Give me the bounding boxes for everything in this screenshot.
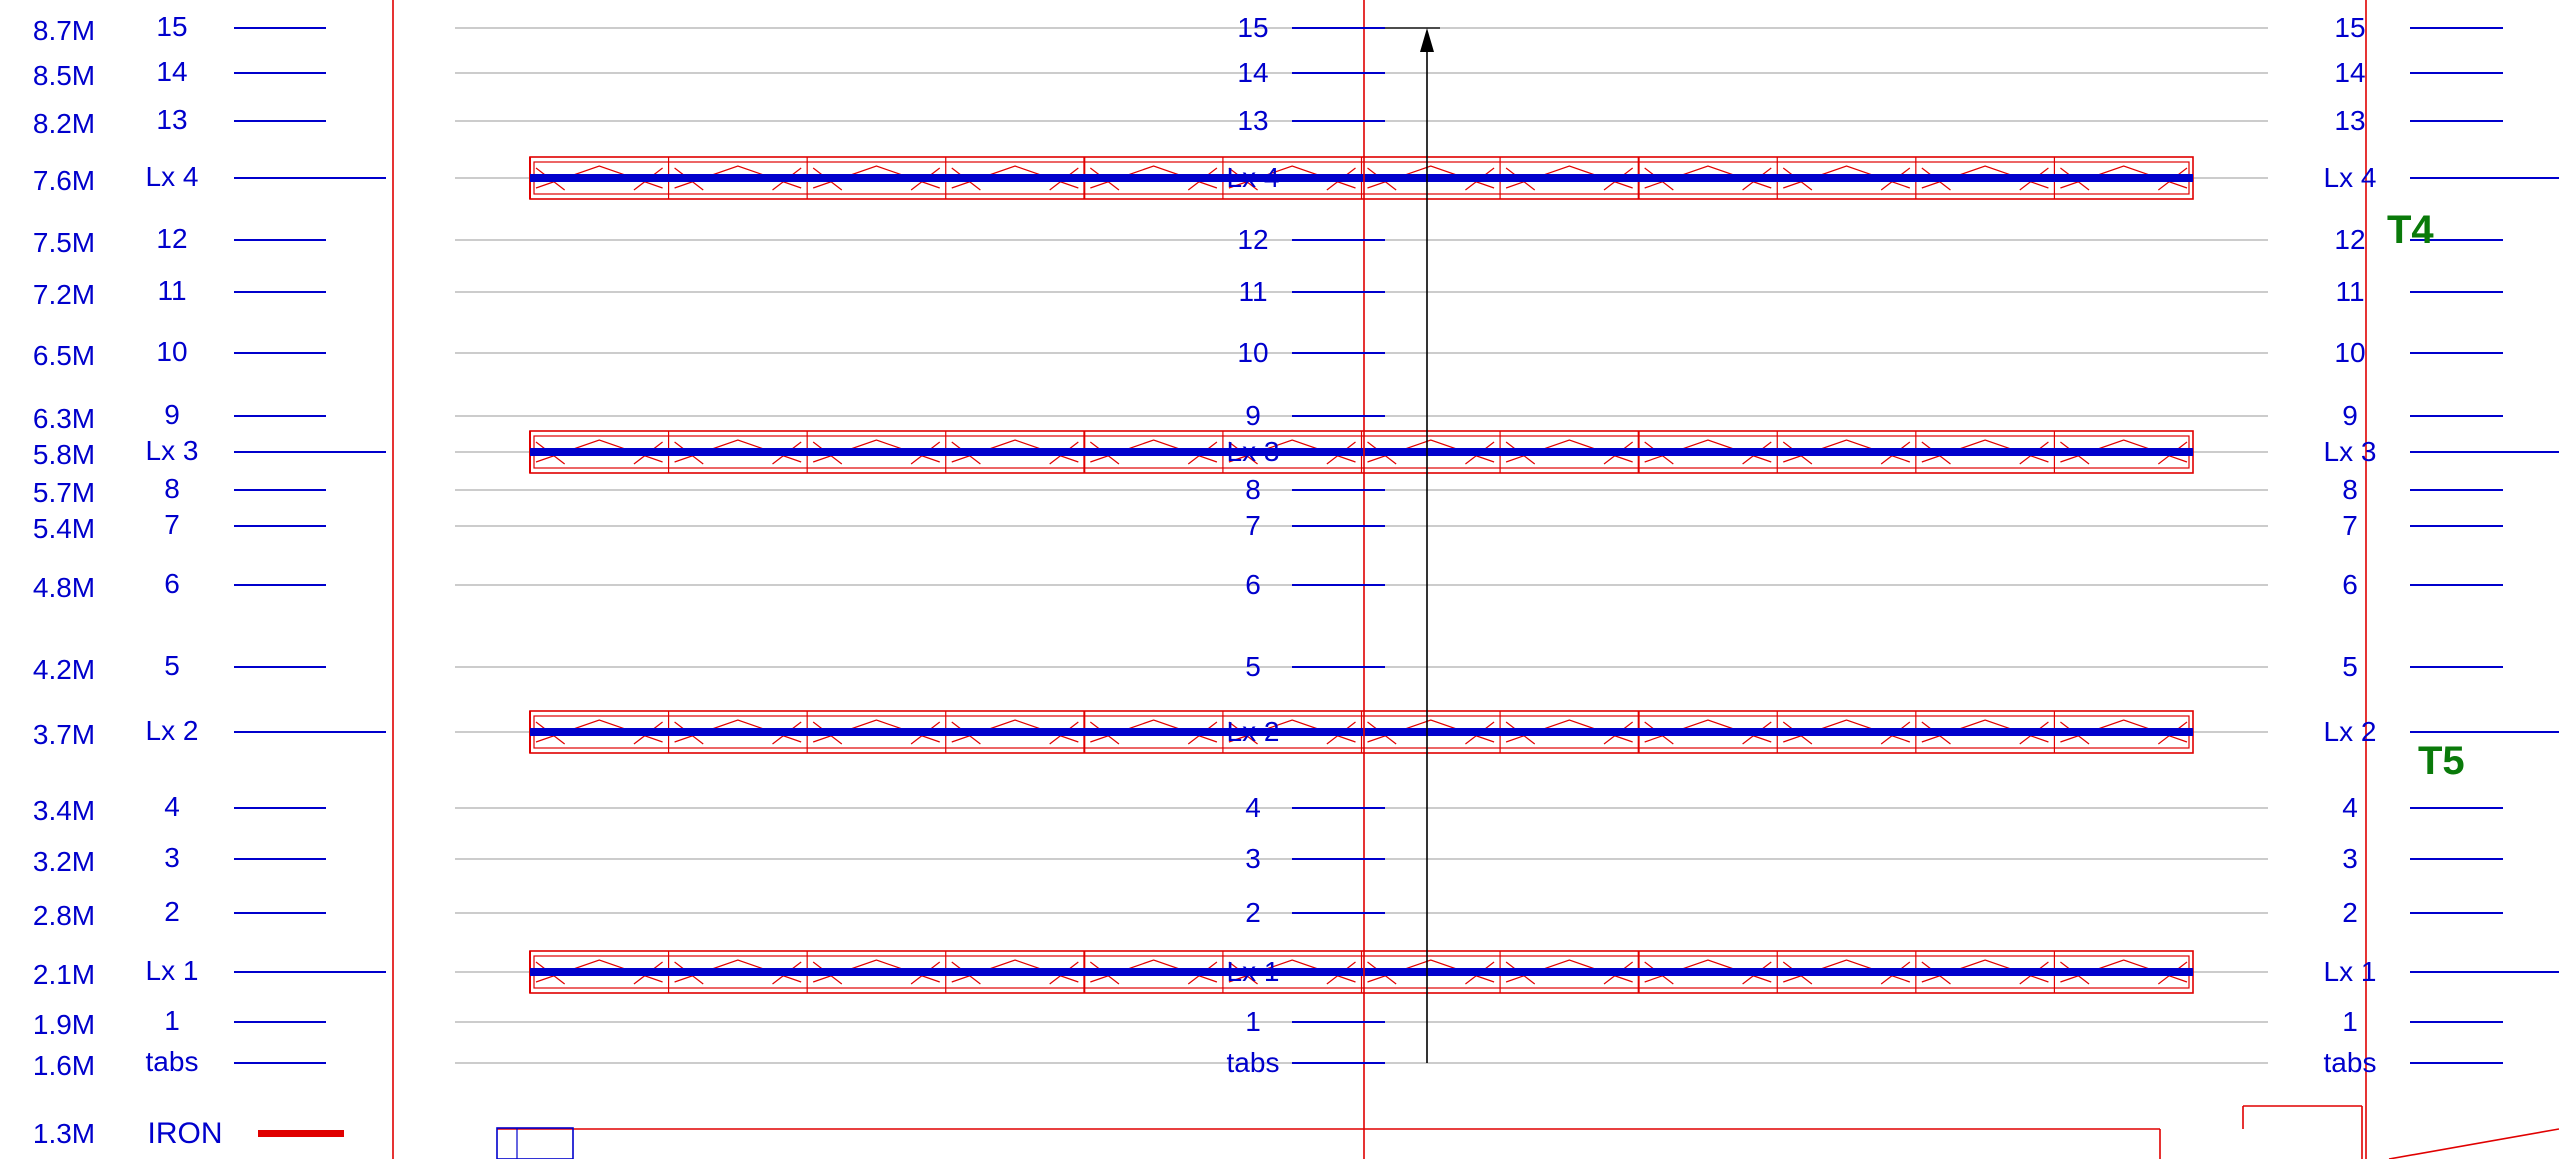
- height-label: 2.8M: [33, 900, 95, 931]
- center-line-label: 2: [1245, 897, 1261, 928]
- right-line-label: 13: [2334, 105, 2365, 136]
- center-line-label: 9: [1245, 400, 1261, 431]
- rake-line: [2388, 1128, 2559, 1159]
- height-label: 4.8M: [33, 572, 95, 603]
- right-line-label: 5: [2342, 651, 2358, 682]
- center-line-label: 7: [1245, 510, 1261, 541]
- tag-t5: T5: [2418, 739, 2465, 783]
- iron-height-label: 1.3M: [33, 1118, 95, 1149]
- height-label: 5.4M: [33, 513, 95, 544]
- height-label: 8.2M: [33, 108, 95, 139]
- center-line-label: 8: [1245, 474, 1261, 505]
- floor-box: [496, 1127, 574, 1159]
- center-line-label: 6: [1245, 569, 1261, 600]
- right-line-label: 15: [2334, 12, 2365, 43]
- right-line-label: 4: [2342, 792, 2358, 823]
- left-line-label: 7: [164, 509, 180, 540]
- center-line-label: Lx 2: [1227, 716, 1280, 747]
- right-line-label: 2: [2342, 897, 2358, 928]
- center-line-label: Lx 1: [1227, 956, 1280, 987]
- left-line-label: 15: [156, 11, 187, 42]
- tag-t4: T4: [2387, 208, 2434, 252]
- truss-lx4: [529, 156, 2194, 200]
- height-label: 3.4M: [33, 795, 95, 826]
- right-line-label: Lx 3: [2324, 436, 2377, 467]
- truss-lx1: [529, 950, 2194, 994]
- left-line-label: 4: [164, 791, 180, 822]
- center-line-label: 14: [1237, 57, 1268, 88]
- height-label: 1.9M: [33, 1009, 95, 1040]
- left-line-label: tabs: [146, 1046, 199, 1077]
- left-line-label: 8: [164, 473, 180, 504]
- right-line-label: 9: [2342, 400, 2358, 431]
- left-line-label: Lx 2: [146, 715, 199, 746]
- tags: T4 T5: [2387, 208, 2465, 783]
- right-line-label: Lx 1: [2324, 956, 2377, 987]
- height-label: 6.5M: [33, 340, 95, 371]
- center-line-label: 10: [1237, 337, 1268, 368]
- height-label: 7.2M: [33, 279, 95, 310]
- left-line-label: 1: [164, 1005, 180, 1036]
- left-line-label: 13: [156, 104, 187, 135]
- right-line-label: 3: [2342, 843, 2358, 874]
- height-label: 5.7M: [33, 477, 95, 508]
- center-line-label: 3: [1245, 843, 1261, 874]
- left-line-label: 9: [164, 399, 180, 430]
- height-label: 3.7M: [33, 719, 95, 750]
- right-line-label: Lx 4: [2324, 162, 2377, 193]
- height-label: 8.5M: [33, 60, 95, 91]
- right-line-label: 8: [2342, 474, 2358, 505]
- height-label: 4.2M: [33, 654, 95, 685]
- left-line-label: Lx 3: [146, 435, 199, 466]
- center-line-label: 4: [1245, 792, 1261, 823]
- center-line-label: Lx 3: [1227, 436, 1280, 467]
- iron-swatch: [258, 1130, 344, 1137]
- center-line-label: 1: [1245, 1006, 1261, 1037]
- center-line-label: Lx 4: [1227, 162, 1280, 193]
- left-line-label: 2: [164, 896, 180, 927]
- center-line-label: 11: [1238, 276, 1267, 307]
- height-label: 2.1M: [33, 959, 95, 990]
- truss-lx3: [529, 430, 2194, 474]
- left-line-label: 6: [164, 568, 180, 599]
- left-line-label: 3: [164, 842, 180, 873]
- right-line-label: 6: [2342, 569, 2358, 600]
- center-line-label: tabs: [1227, 1047, 1280, 1078]
- left-line-label: Lx 1: [146, 955, 199, 986]
- right-line-label: Lx 2: [2324, 716, 2377, 747]
- height-label: 5.8M: [33, 439, 95, 470]
- left-line-label: 11: [157, 275, 186, 306]
- height-label: 1.6M: [33, 1050, 95, 1081]
- frame-lines: [392, 0, 2559, 1159]
- right-line-label: 14: [2334, 57, 2365, 88]
- right-line-label: 12: [2334, 224, 2365, 255]
- height-label: 6.3M: [33, 403, 95, 434]
- left-line-label: 14: [156, 56, 187, 87]
- right-line-label: 11: [2335, 276, 2364, 307]
- iron-legend: 1.3M IRON: [33, 1117, 344, 1150]
- height-label: 8.7M: [33, 15, 95, 46]
- center-line-label: 12: [1237, 224, 1268, 255]
- height-label: 3.2M: [33, 846, 95, 877]
- right-line-label: 10: [2334, 337, 2365, 368]
- truss-layer: [529, 156, 2194, 994]
- height-arrow-head: [1420, 28, 1434, 52]
- left-line-label: 5: [164, 650, 180, 681]
- left-line-label: 10: [156, 336, 187, 367]
- center-line-label: 5: [1245, 651, 1261, 682]
- truss-lx2: [529, 710, 2194, 754]
- right-line-label: 1: [2342, 1006, 2358, 1037]
- center-line-label: 13: [1237, 105, 1268, 136]
- left-line-label: Lx 4: [146, 161, 199, 192]
- center-line-label: 15: [1237, 12, 1268, 43]
- height-label: 7.6M: [33, 165, 95, 196]
- height-label: 7.5M: [33, 227, 95, 258]
- height-arrow: [1385, 27, 1440, 1063]
- right-line-label: tabs: [2324, 1047, 2377, 1078]
- right-line-label: 7: [2342, 510, 2358, 541]
- left-line-label: 12: [156, 223, 187, 254]
- line-labels: 8.7M 15 15 158.5M 14 14 148.2M 13 13 137.6M Lx 4 Lx…: [33, 11, 2559, 1081]
- iron-label: IRON: [148, 1117, 223, 1150]
